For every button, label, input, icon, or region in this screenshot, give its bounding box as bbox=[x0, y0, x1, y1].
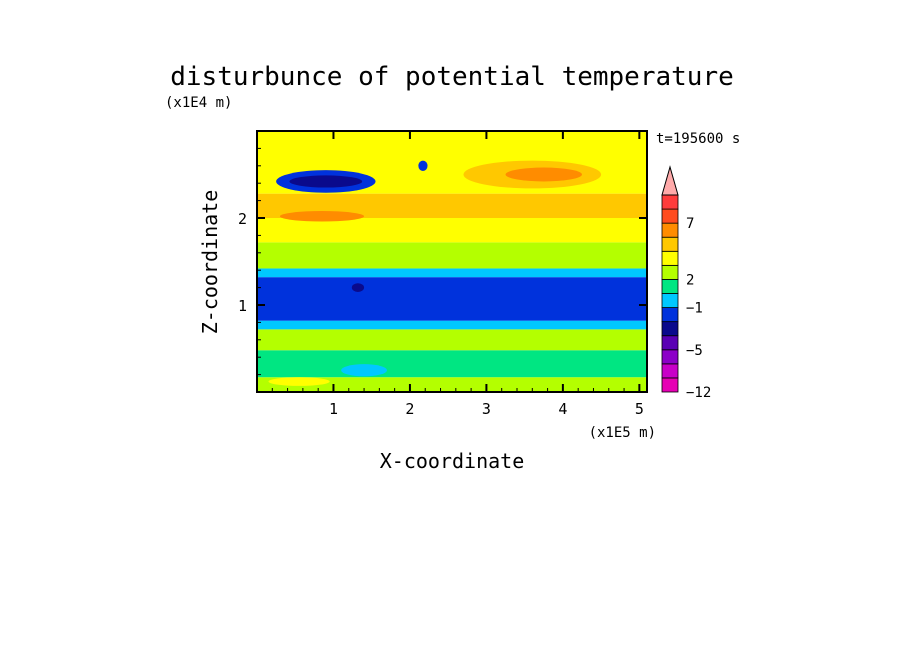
chart-title: disturbunce of potential temperature bbox=[170, 62, 734, 92]
y-unit-label: (x1E4 m) bbox=[165, 95, 232, 111]
x-tick-label: 4 bbox=[558, 400, 567, 418]
colorbar-swatch bbox=[661, 222, 679, 238]
colorbar-swatch bbox=[661, 264, 679, 280]
heatmap-features bbox=[268, 160, 602, 386]
heatmap-feature-low-yellow bbox=[268, 377, 330, 386]
heatmap-band-3 bbox=[257, 320, 647, 330]
heatmap-area bbox=[257, 131, 647, 392]
x-unit-label: (x1E5 m) bbox=[589, 425, 656, 441]
colorbar-swatch bbox=[661, 236, 679, 252]
heatmap-band-2 bbox=[257, 329, 647, 351]
heatmap-feature-warm-left bbox=[279, 211, 365, 222]
colorbar-swatch bbox=[661, 349, 679, 365]
colorbar-extend-arrow bbox=[661, 165, 679, 196]
colorbar-tick-label: −5 bbox=[686, 343, 703, 359]
heatmap-band-5 bbox=[257, 268, 647, 278]
colorbar-swatch bbox=[661, 208, 679, 224]
colorbar-swatch bbox=[661, 307, 679, 323]
y-tick-label: 1 bbox=[238, 297, 247, 315]
plot-frame bbox=[256, 130, 648, 393]
heatmap-band-0 bbox=[257, 377, 647, 392]
heatmap-feature-mountain-core bbox=[351, 283, 365, 292]
time-label: t=195600 s bbox=[656, 131, 740, 147]
x-tick-label: 3 bbox=[482, 400, 491, 418]
x-tick-label: 1 bbox=[329, 400, 338, 418]
heatmap-feature-cold-core bbox=[289, 175, 363, 188]
colorbar-tick-label: 2 bbox=[686, 272, 694, 288]
colorbar-swatch bbox=[661, 279, 679, 294]
colorbar-swatch bbox=[661, 194, 679, 210]
x-tick-label: 2 bbox=[405, 400, 414, 418]
colorbar-swatch bbox=[661, 363, 679, 379]
heatmap-feature-cold-spot bbox=[418, 160, 428, 172]
colorbar-swatch bbox=[661, 377, 679, 393]
colorbar-swatch bbox=[661, 335, 679, 351]
heatmap-band-4 bbox=[257, 277, 647, 321]
y-axis: 12 bbox=[238, 147, 647, 376]
colorbar-tick-label: −12 bbox=[686, 385, 711, 401]
heatmap-feature-warm-max bbox=[505, 167, 582, 182]
heatmap-feature-low-cyan bbox=[341, 364, 388, 377]
x-tick-label: 5 bbox=[635, 400, 644, 418]
heatmap-band-1 bbox=[257, 350, 647, 378]
colorbar-tick-label: −1 bbox=[686, 301, 703, 317]
x-axis: 1 2 3 4 5 bbox=[271, 131, 644, 418]
y-axis-label: Z-coordinate bbox=[198, 190, 222, 335]
heatmap-band-7 bbox=[257, 218, 647, 243]
y-tick-label: 2 bbox=[238, 210, 247, 228]
colorbar-swatch bbox=[661, 321, 679, 337]
heatmap-band-6 bbox=[257, 242, 647, 269]
colorbar-tick-label: 7 bbox=[686, 216, 694, 232]
colorbar-swatch bbox=[661, 293, 679, 308]
x-axis-label: X-coordinate bbox=[380, 449, 525, 473]
colorbar-swatch bbox=[661, 250, 679, 266]
colorbar: −12−5−127 bbox=[661, 165, 711, 401]
